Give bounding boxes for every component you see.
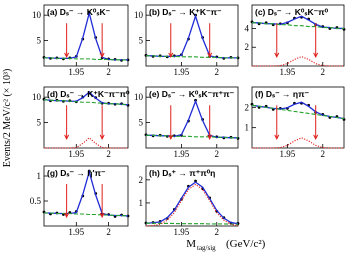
curve-dotted <box>252 137 344 149</box>
panel-title: (a) Dₛ⁻ → K⁰ₛK⁻ <box>47 7 111 17</box>
x-tick-label: 2 <box>215 227 220 237</box>
x-tick-label: 1.95 <box>280 149 296 159</box>
curve-dashed <box>252 22 344 30</box>
curve-dotted <box>145 183 239 227</box>
x-axis-label-sub: tag/sig <box>197 244 216 252</box>
x-tick-label: 2 <box>321 149 326 159</box>
signal-region-arrow <box>99 23 105 58</box>
y-tick-label: 1 <box>37 171 42 181</box>
x-tick-label: 1.95 <box>280 67 296 77</box>
signal-region-arrow <box>64 105 70 140</box>
panel-title: (d) Dₛ⁻ → K⁺K⁻π⁻π⁰ <box>47 89 130 99</box>
x-tick-label: 2 <box>106 149 111 159</box>
y-tick-label: 2 <box>245 42 250 52</box>
signal-region-arrow <box>207 23 213 58</box>
panel-frame <box>251 86 345 149</box>
x-tick-label: 1.95 <box>174 67 190 77</box>
y-tick-label: 2 <box>139 175 144 185</box>
x-tick-label: 1.95 <box>68 149 84 159</box>
panel-title: (e) Dₛ⁻ → K⁰ₛK⁻π⁺π⁻ <box>149 89 235 99</box>
curve-dashed <box>44 212 129 217</box>
y-tick-label: 10 <box>32 10 42 20</box>
curve-dashed <box>146 134 238 139</box>
y-axis-label: Events/2 MeV/c² (× 10³) <box>2 69 13 168</box>
signal-region-arrow <box>168 105 174 140</box>
signal-region-arrow <box>64 23 70 58</box>
curve-dotted <box>252 56 344 67</box>
panel-title: (f) Dₛ⁻ → ηπ⁻ <box>255 89 310 99</box>
signal-region-arrow <box>168 23 174 58</box>
x-tick-label: 1.95 <box>68 67 84 77</box>
y-tick-label: 2 <box>245 102 250 112</box>
panel-frame <box>145 4 239 67</box>
y-tick-label: 10 <box>32 92 42 102</box>
y-tick-label: 4 <box>245 23 250 33</box>
curve-solid <box>145 181 239 225</box>
x-tick-label: 2 <box>106 67 111 77</box>
signal-region-arrow <box>99 184 105 219</box>
panel-title: (h) Dₛ⁺ → π⁺π⁰η <box>149 168 215 178</box>
x-tick-label: 1.95 <box>174 149 190 159</box>
curve-dashed <box>43 99 129 106</box>
signal-region-arrow <box>274 23 280 58</box>
curve-solid <box>146 14 238 59</box>
y-tick-label: 5 <box>37 36 42 46</box>
x-tick-label: 1.95 <box>174 227 190 237</box>
panel-frame <box>43 165 129 227</box>
panel-frame <box>43 86 129 149</box>
x-axis-label-unit: (GeV/c²) <box>226 238 266 250</box>
signal-region-arrow <box>64 184 70 219</box>
y-tick-label: 1 <box>139 198 144 208</box>
signal-region-arrow <box>313 105 319 140</box>
data-point <box>194 179 197 183</box>
x-tick-label: 2 <box>321 67 326 77</box>
curve-solid <box>146 99 238 139</box>
panel-frame <box>145 86 239 149</box>
curve-solid <box>44 12 128 61</box>
panel-title: (c) Dₛ⁻ → K⁰ₛK⁻π⁰ <box>255 7 329 17</box>
x-axis-label: M <box>186 238 196 250</box>
curve-dashed <box>146 55 238 59</box>
y-tick-label: 0.5 <box>30 196 42 206</box>
panel-title: (g) Dₛ⁻ → η′π⁻ <box>47 168 106 178</box>
panel-frame <box>43 4 129 67</box>
x-tick-label: 2 <box>215 149 220 159</box>
y-tick-label: 5 <box>139 118 144 128</box>
panel-frame <box>145 165 239 227</box>
x-tick-label: 2 <box>106 227 111 237</box>
x-tick-label: 2 <box>215 67 220 77</box>
signal-region-arrow <box>207 105 213 140</box>
curve-dashed <box>44 57 128 61</box>
data-point <box>87 10 91 14</box>
curve-dotted <box>44 137 128 149</box>
y-tick-label: 10 <box>134 10 144 20</box>
signal-region-arrow <box>313 23 319 58</box>
signal-region-arrow <box>99 105 105 140</box>
x-tick-label: 1.95 <box>68 227 84 237</box>
y-tick-label: 5 <box>37 118 42 128</box>
panel-title: (b) Dₛ⁻ → K⁺K⁻π⁻ <box>149 7 222 17</box>
y-tick-label: 10 <box>134 92 144 102</box>
signal-region-arrow <box>274 105 280 140</box>
panel-frame <box>251 4 345 67</box>
curve-dashed <box>251 104 345 120</box>
y-tick-label: 5 <box>139 36 144 46</box>
curve-solid <box>44 169 129 217</box>
y-tick-label: 1 <box>245 123 250 133</box>
